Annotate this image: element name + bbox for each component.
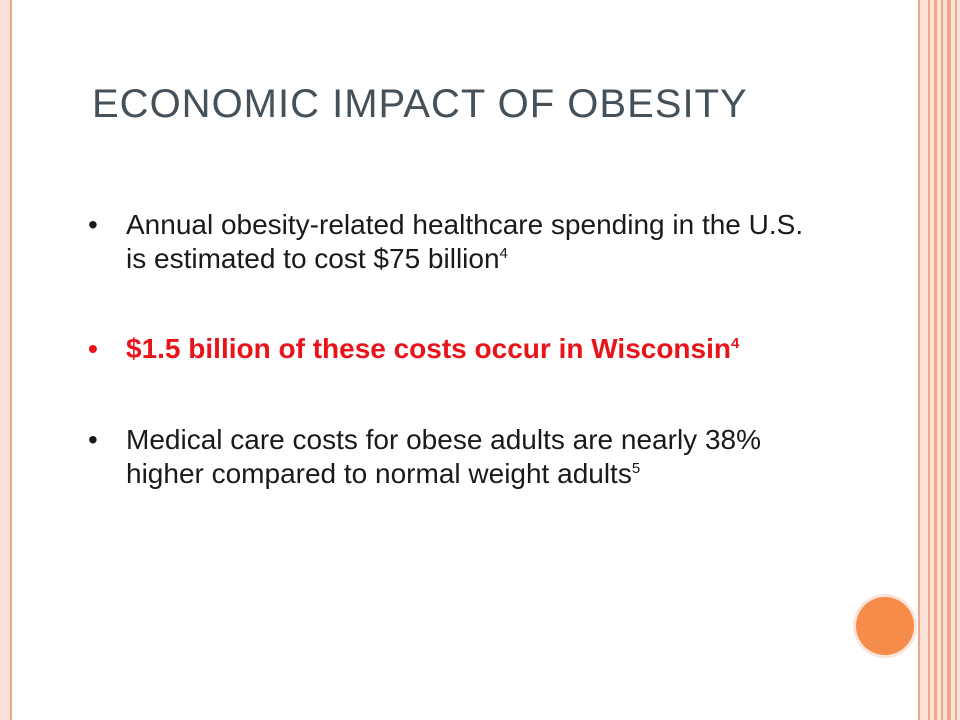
stripe-line: [947, 0, 951, 720]
bullet-text: $1.5 billion of these costs occur in Wis…: [126, 333, 731, 364]
slide-title: ECONOMIC IMPACT OF OBESITY: [92, 82, 748, 126]
right-stripe-decoration: [918, 0, 960, 720]
stripe-line: [934, 0, 937, 720]
bullet-item-us-spending: • Annual obesity-related healthcare spend…: [88, 208, 828, 276]
accent-circle: [856, 597, 914, 655]
left-border-line: [10, 0, 12, 720]
bullet-item-wisconsin-costs: • $1.5 billion of these costs occur in Wi…: [88, 332, 828, 366]
bullet-dot-icon: •: [88, 209, 98, 240]
stripe-line: [928, 0, 930, 720]
footnote-ref: 4: [731, 335, 740, 352]
stripe-line: [955, 0, 957, 720]
stripe-line: [918, 0, 920, 720]
bullet-item-medical-care-costs: • Medical care costs for obese adults are…: [88, 423, 828, 491]
bullet-list: • Annual obesity-related healthcare spend…: [88, 208, 828, 491]
bullet-text: Annual obesity-related healthcare spendi…: [126, 209, 804, 274]
footnote-ref: 4: [499, 245, 508, 262]
stripe-line: [941, 0, 943, 720]
bullet-dot-icon: •: [88, 424, 98, 455]
left-border-decoration: [0, 0, 12, 720]
bullet-dot-icon: •: [88, 333, 98, 364]
bullet-text: Medical care costs for obese adults are …: [126, 424, 761, 489]
footnote-ref: 5: [631, 460, 641, 477]
